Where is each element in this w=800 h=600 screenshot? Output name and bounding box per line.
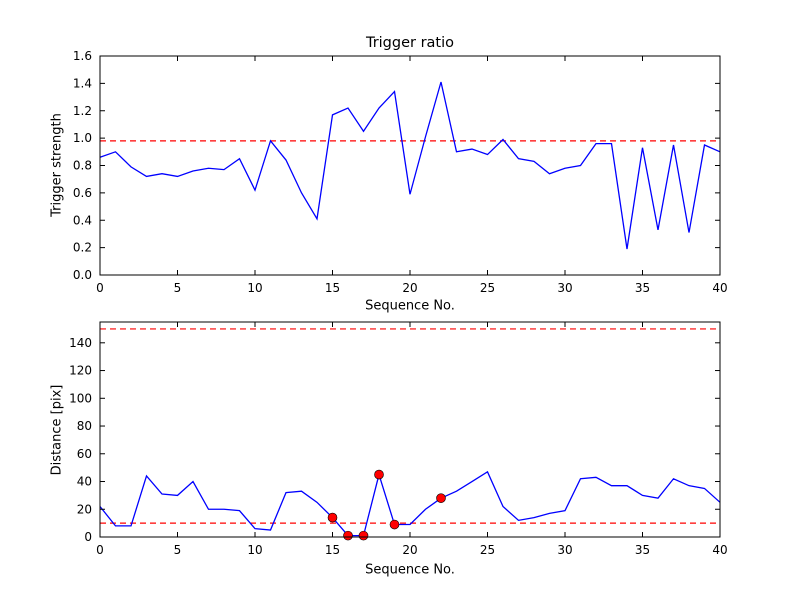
top-subplot: 0 5 10 15 20 25 30 35 40 0.0 0.2 0.4 0.6 0.8 1.0 1.2 1.4… bbox=[73, 49, 728, 295]
x-tick-label: 40 bbox=[712, 281, 727, 295]
y-tick-label: 40 bbox=[77, 475, 92, 489]
y-tick-label: 0.6 bbox=[73, 186, 92, 200]
x-tick-label: 5 bbox=[174, 281, 182, 295]
axes-frame bbox=[99, 321, 721, 538]
x-tick-label: 40 bbox=[712, 543, 727, 557]
x-tick-label: 0 bbox=[96, 281, 104, 295]
x-tick-label: 5 bbox=[174, 543, 182, 557]
data-line bbox=[99, 81, 721, 250]
scatter-marker bbox=[358, 530, 369, 541]
scatter-marker bbox=[389, 519, 400, 530]
x-tick-label: 25 bbox=[480, 543, 495, 557]
y-tick-label: 1.6 bbox=[73, 49, 92, 63]
y-tick-label: 0.4 bbox=[73, 213, 92, 227]
x-tick-label: 15 bbox=[325, 543, 340, 557]
x-tick-label: 35 bbox=[635, 281, 650, 295]
x-tick-label: 15 bbox=[325, 281, 340, 295]
x-tick-label: 10 bbox=[247, 543, 262, 557]
x-tick-label: 10 bbox=[247, 281, 262, 295]
top-chart-title: Trigger ratio bbox=[365, 35, 455, 51]
y-tick-label: 60 bbox=[77, 447, 92, 461]
y-tick-label: 140 bbox=[69, 336, 92, 350]
top-x-axis-label: Sequence No. bbox=[365, 298, 455, 314]
y-tick-label: 80 bbox=[77, 419, 92, 433]
y-tick-label: 20 bbox=[77, 502, 92, 516]
x-tick-label: 30 bbox=[557, 281, 572, 295]
y-tick-label: 0.2 bbox=[73, 241, 92, 255]
bottom-subplot: 0 5 10 15 20 25 30 35 40 0 20 40 60 80 100 120 140 bbox=[69, 321, 728, 557]
y-tick-label: 1.4 bbox=[73, 76, 92, 90]
y-tick-label: 120 bbox=[69, 364, 92, 378]
y-tick-label: 1.0 bbox=[73, 131, 92, 145]
x-tick-label: 35 bbox=[635, 543, 650, 557]
x-tick-label: 30 bbox=[557, 543, 572, 557]
x-tick-label: 0 bbox=[96, 543, 104, 557]
data-line bbox=[99, 470, 721, 537]
y-tick-label: 1.2 bbox=[73, 104, 92, 118]
x-tick-label: 20 bbox=[402, 281, 417, 295]
y-tick-label: 0.0 bbox=[73, 268, 92, 282]
axes-frame bbox=[99, 55, 721, 276]
scatter-marker bbox=[374, 469, 384, 480]
y-tick-label: 0 bbox=[84, 530, 92, 544]
x-tick-label: 25 bbox=[480, 281, 495, 295]
y-tick-label: 100 bbox=[69, 391, 92, 405]
x-tick-label: 20 bbox=[402, 543, 417, 557]
scatter-marker bbox=[436, 493, 446, 503]
scatter-marker bbox=[343, 530, 353, 541]
bottom-x-axis-label: Sequence No. bbox=[365, 562, 455, 578]
y-tick-label: 0.8 bbox=[73, 159, 92, 173]
scatter-marker bbox=[327, 512, 338, 523]
